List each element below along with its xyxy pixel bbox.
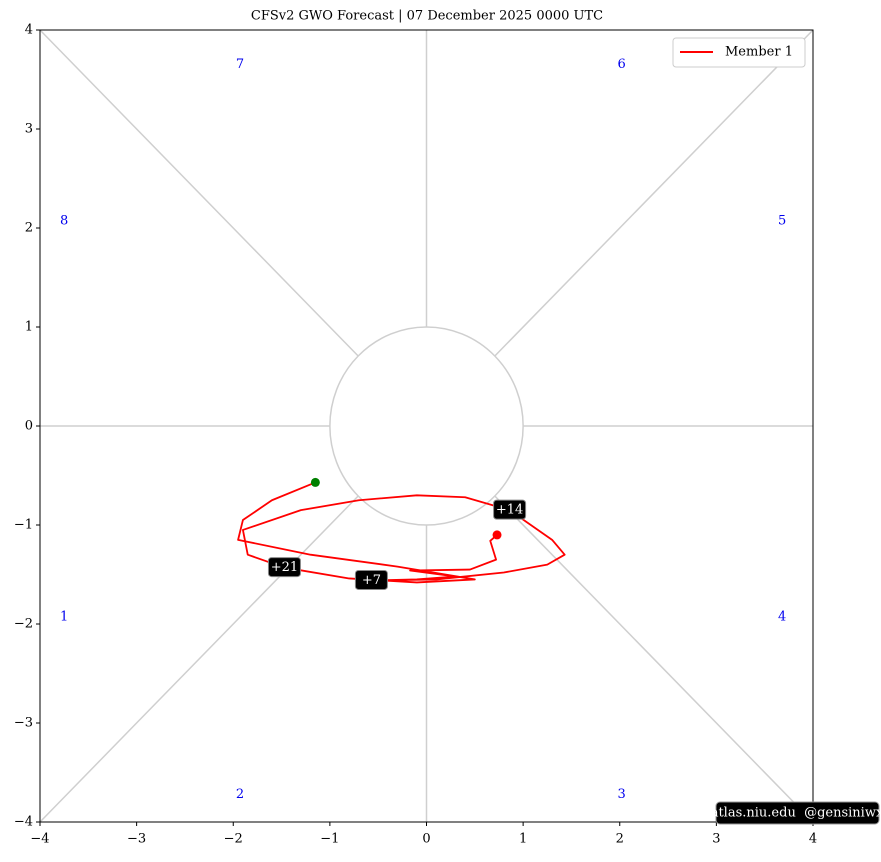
- phase-label: 3: [618, 787, 626, 802]
- x-tick-label: −4: [30, 832, 49, 847]
- annotation-text: +21: [271, 560, 298, 575]
- x-tick-label: 4: [809, 832, 817, 847]
- phase-label: 5: [778, 214, 786, 229]
- legend: Member 1: [672, 37, 806, 68]
- y-tick-label: 1: [25, 320, 33, 335]
- y-tick-label: 2: [25, 221, 33, 236]
- y-tick-label: 4: [25, 23, 33, 38]
- y-tick-label: 0: [25, 419, 33, 434]
- legend-box: [672, 37, 806, 68]
- phase-divider: [494, 495, 814, 823]
- phase-label: 6: [618, 57, 626, 72]
- y-tick-label: −2: [14, 617, 33, 632]
- y-tick-label: −3: [14, 716, 33, 731]
- x-tick-label: 0: [422, 832, 430, 847]
- x-tick-label: −3: [127, 832, 146, 847]
- watermark: atlas.niu.edu @gensiniwx: [711, 801, 881, 825]
- phase-label: 8: [60, 214, 68, 229]
- phase-label: 7: [236, 57, 244, 72]
- watermark-text: atlas.niu.edu @gensiniwx: [711, 806, 881, 821]
- phase-label: 4: [778, 610, 786, 625]
- y-tick-label: 3: [25, 122, 33, 137]
- x-tick-label: 3: [712, 832, 720, 847]
- y-tick-label: −4: [14, 815, 33, 830]
- day-annotation: +7: [354, 569, 388, 590]
- chart-title: CFSv2 GWO Forecast | 07 December 2025 00…: [251, 9, 603, 24]
- x-tick-label: 1: [519, 832, 527, 847]
- day-annotation: +21: [267, 557, 301, 578]
- legend-label: Member 1: [725, 45, 793, 60]
- start-marker: [492, 530, 502, 540]
- day-annotation: +14: [493, 499, 527, 520]
- phase-label: 1: [60, 610, 68, 625]
- x-tick-label: −2: [224, 832, 243, 847]
- annotation-text: +7: [362, 573, 381, 588]
- phase-divider: [39, 29, 359, 357]
- annotation-box: [354, 569, 388, 590]
- annotation-text: +14: [496, 503, 523, 518]
- phase-divider: [494, 29, 814, 357]
- unit-circle: [329, 326, 524, 526]
- phase-label: 2: [236, 787, 244, 802]
- x-tick-label: 2: [616, 832, 624, 847]
- phase-divider: [39, 495, 359, 823]
- x-tick-label: −1: [320, 832, 339, 847]
- annotation-box: [267, 557, 301, 578]
- y-tick-label: −1: [14, 518, 33, 533]
- trajectory-line: [237, 481, 566, 584]
- watermark-box: [715, 801, 880, 825]
- annotation-box: [493, 499, 527, 520]
- end-marker: [310, 477, 320, 487]
